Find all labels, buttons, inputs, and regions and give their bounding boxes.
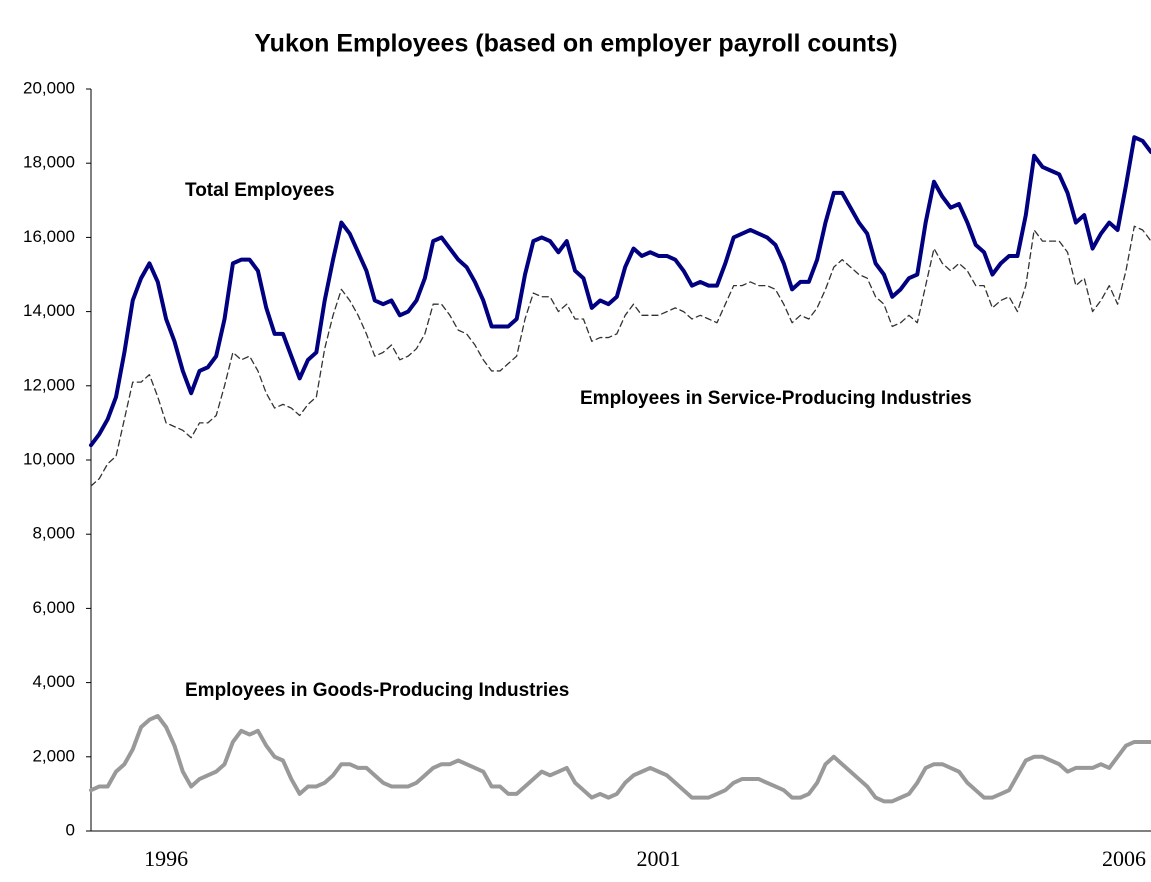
series-line <box>90 225 1151 487</box>
annotation: Employees in Goods-Producing Industries <box>185 680 569 701</box>
y-tick-label: 20,000 <box>23 78 75 97</box>
y-tick-label: 0 <box>66 820 75 839</box>
y-tick-label: 2,000 <box>32 746 75 765</box>
y-tick-label: 14,000 <box>23 301 75 320</box>
series-line <box>89 713 1151 804</box>
annotation: Employees in Service-Producing Industrie… <box>580 388 972 409</box>
x-tick-label: 2001 <box>637 846 681 871</box>
annotation: Total Employees <box>185 180 335 201</box>
y-tick-label: 8,000 <box>32 524 75 543</box>
x-tick-label: 2006 <box>1102 846 1146 871</box>
y-tick-label: 18,000 <box>23 153 75 172</box>
series-line <box>89 135 1151 448</box>
y-tick-label: 4,000 <box>32 672 75 691</box>
y-tick-label: 12,000 <box>23 375 75 394</box>
y-tick-label: 16,000 <box>23 227 75 246</box>
y-tick-label: 6,000 <box>32 598 75 617</box>
y-tick-label: 10,000 <box>23 449 75 468</box>
x-tick-label: 1996 <box>144 846 188 871</box>
chart-title: Yukon Employees (based on employer payro… <box>254 30 897 58</box>
